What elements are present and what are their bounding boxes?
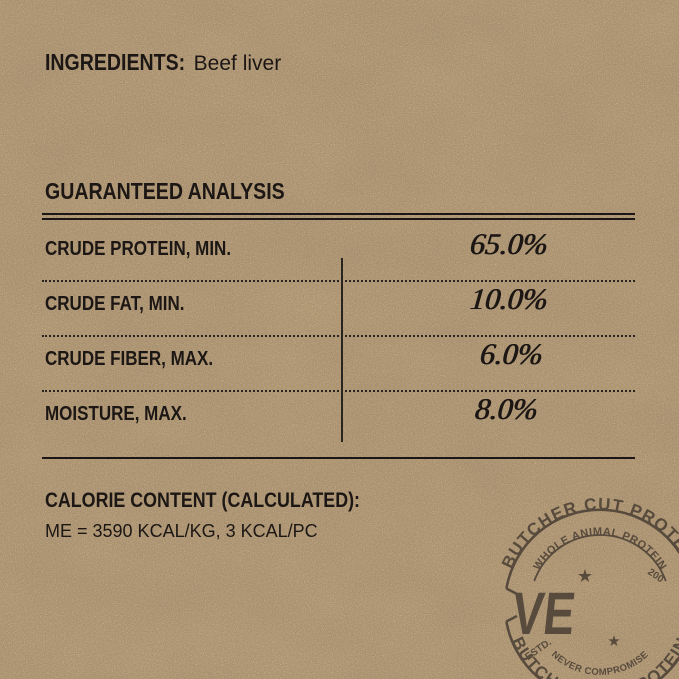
svg-text:★: ★ [607, 633, 620, 650]
svg-text:★: ★ [577, 566, 593, 586]
svg-text:NEVER COMPROMISE: NEVER COMPROMISE [549, 649, 651, 678]
svg-text:WHOLE ANIMAL PROTEIN: WHOLE ANIMAL PROTEIN [531, 526, 669, 572]
svg-text:VE: VE [509, 581, 579, 648]
